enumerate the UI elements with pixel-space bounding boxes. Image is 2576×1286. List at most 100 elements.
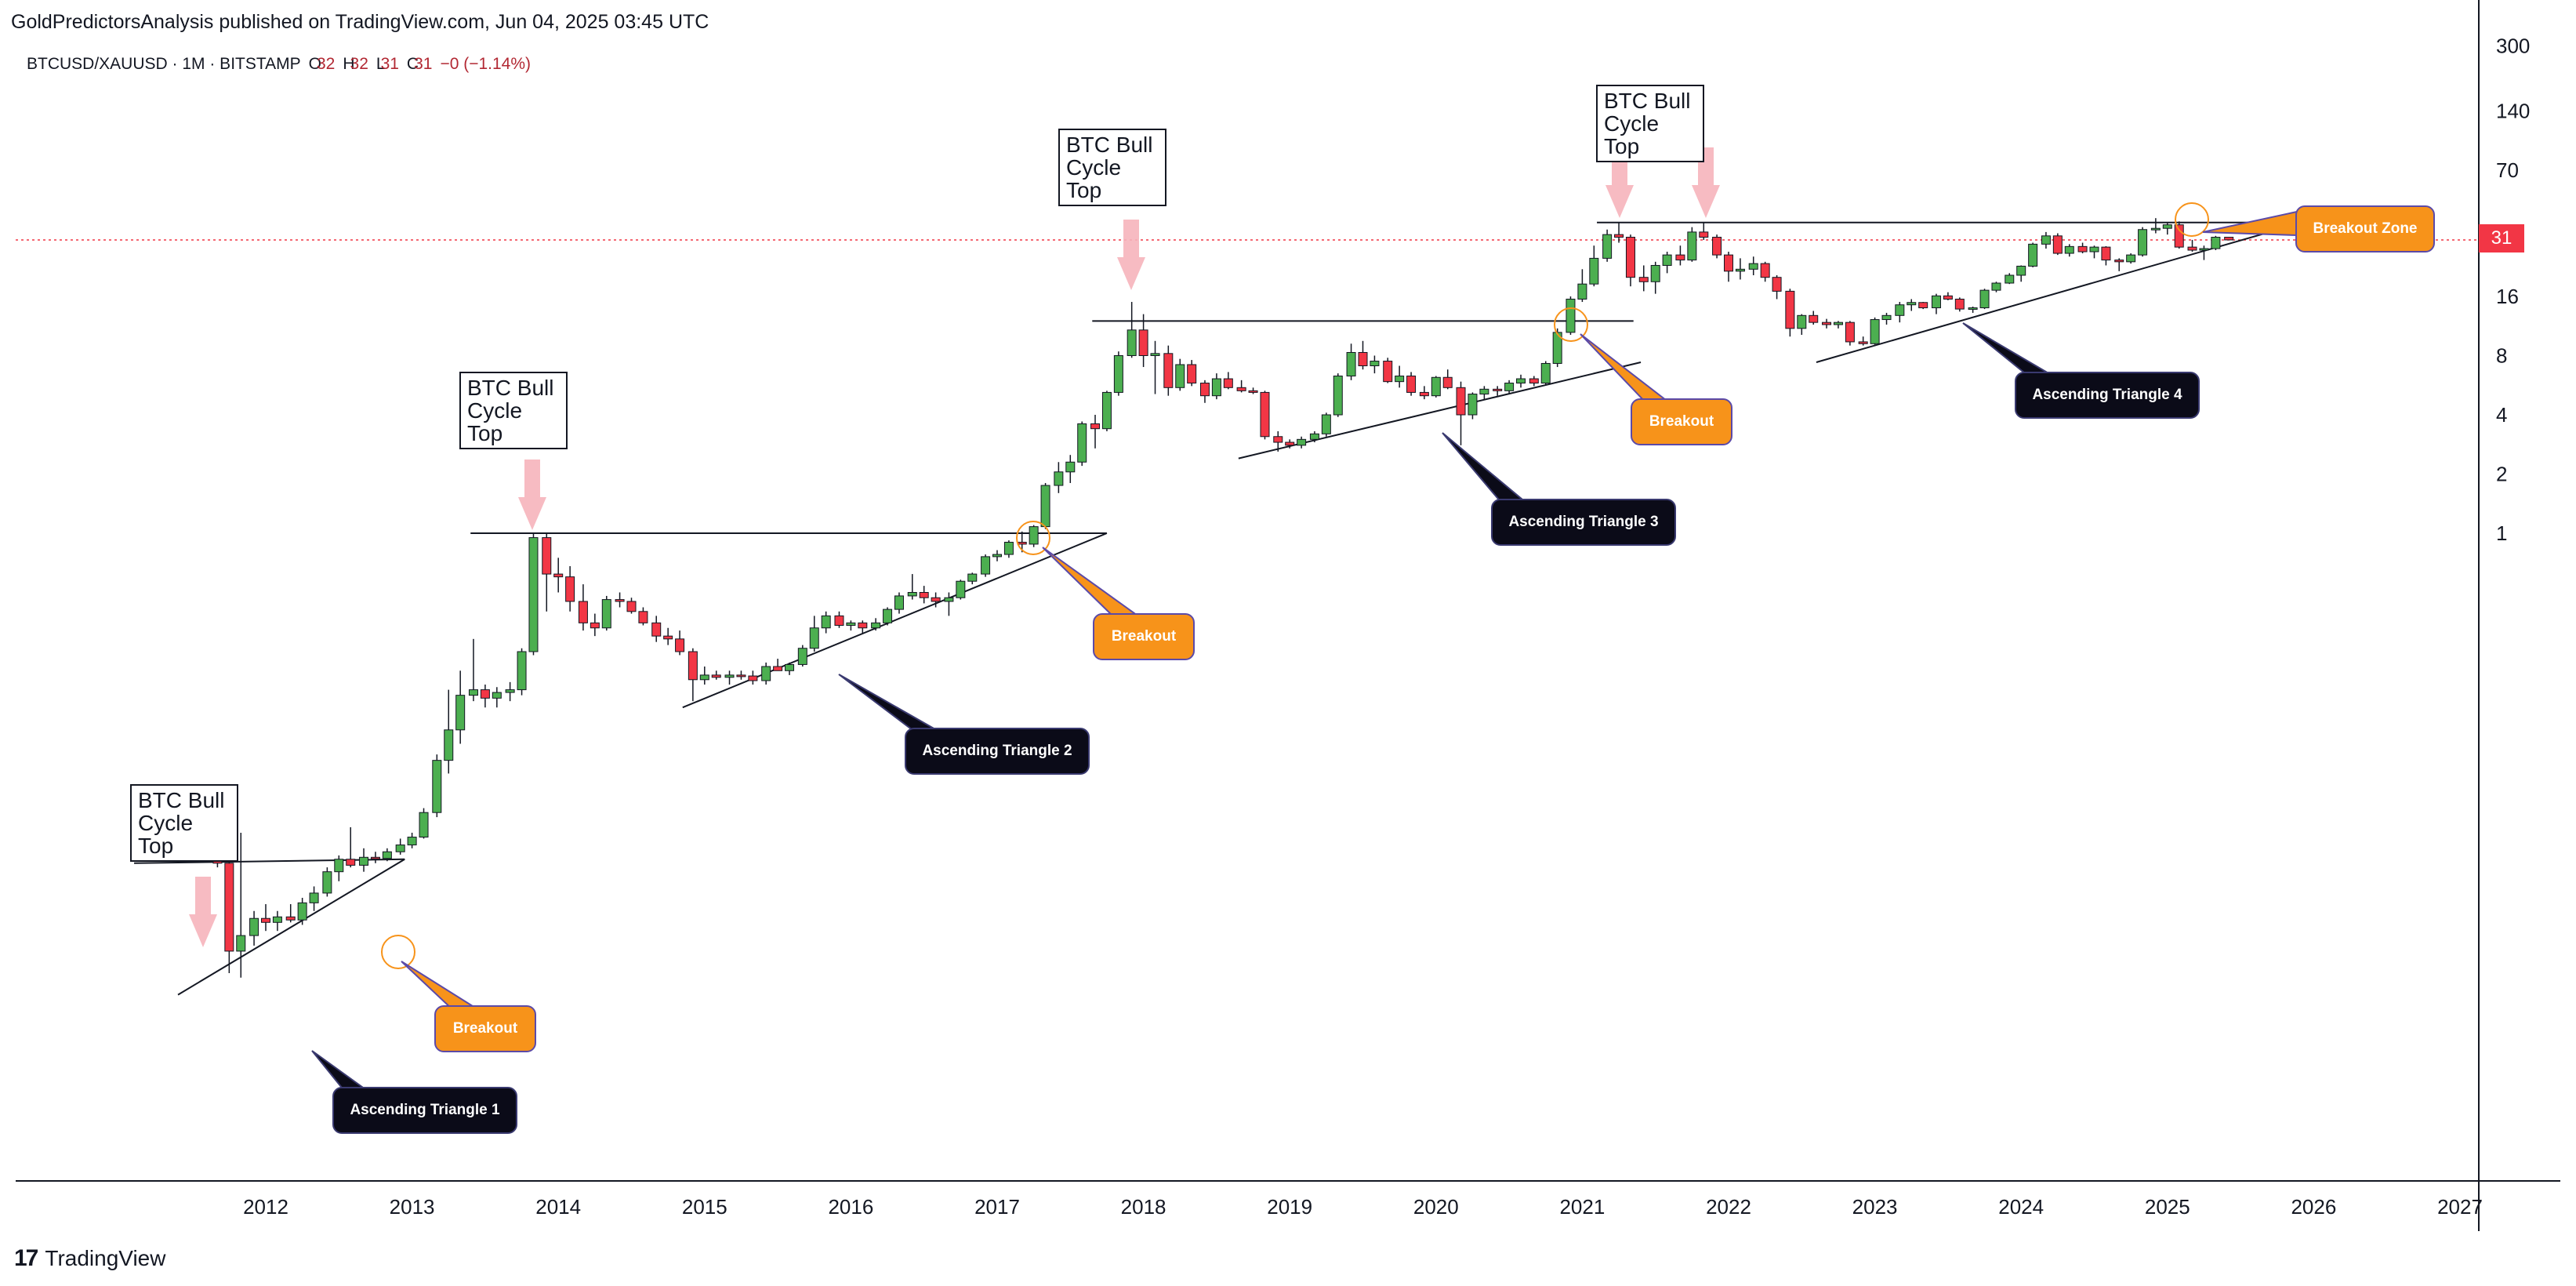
- candle-body: [1943, 295, 1953, 300]
- candle-up: [992, 550, 1002, 561]
- candle-up: [1468, 392, 1478, 420]
- candle-down: [2052, 233, 2063, 256]
- open-value: 32: [316, 55, 336, 73]
- candle-body: [1907, 302, 1917, 306]
- candle-body: [761, 666, 771, 681]
- candle-down: [1845, 321, 1855, 346]
- candle-body: [1858, 341, 1868, 344]
- candle-up: [1504, 380, 1515, 394]
- candle-down: [1285, 439, 1295, 449]
- candle-up: [1566, 296, 1576, 336]
- candle-body: [1090, 423, 1101, 430]
- candle-body: [1833, 322, 1843, 325]
- candle-up: [505, 681, 515, 702]
- candle-body: [224, 863, 234, 952]
- triangle-label-3: Ascending Triangle 3: [1491, 499, 1676, 546]
- symbol-info[interactable]: BTCUSD/XAUUSD · 1M · BITSTAMP: [27, 55, 301, 73]
- candle-up: [322, 867, 332, 897]
- candle-down: [1406, 372, 1417, 396]
- candle-up: [432, 754, 442, 818]
- candle-up: [2005, 273, 2015, 285]
- candle-up: [1577, 269, 1587, 303]
- candle-up: [1309, 430, 1319, 443]
- candle-up: [883, 607, 893, 626]
- candle-body: [370, 856, 380, 859]
- axes: 2012 2013 2014 2015 2016 2017 2018 2019 2020 2021…: [16, 0, 2560, 1231]
- candle-body: [785, 663, 795, 671]
- candle-up: [444, 689, 454, 774]
- candle-up: [1748, 256, 1758, 276]
- candle-body: [2028, 243, 2038, 267]
- candle-down: [1822, 318, 1832, 329]
- candle-down: [626, 598, 637, 614]
- candle-down: [2101, 245, 2111, 266]
- candle-body: [2077, 245, 2088, 252]
- candle-up: [601, 595, 611, 631]
- candle-body: [626, 601, 637, 612]
- candle-body: [1346, 351, 1356, 377]
- cycle-top-label-2: BTC Bull Cycle Top: [459, 372, 568, 449]
- candle-body: [480, 689, 490, 699]
- candle-down: [224, 855, 234, 973]
- candle-up: [956, 579, 966, 600]
- annotation-overlays: [189, 147, 2298, 1092]
- candle-body: [1358, 351, 1368, 366]
- candle-up: [797, 645, 807, 667]
- tradingview-logo[interactable]: 17 TradingView: [14, 1245, 165, 1272]
- candle-down: [1712, 234, 1722, 259]
- high-label: H: [343, 55, 355, 73]
- candle-down: [1090, 415, 1101, 449]
- candle-up: [1650, 261, 1660, 294]
- candle-body: [1712, 237, 1722, 256]
- candle-body: [455, 695, 466, 731]
- candle-up: [395, 838, 405, 855]
- candle-body: [1529, 378, 1539, 384]
- candle-body: [419, 812, 429, 838]
- candle-body: [1735, 268, 1745, 272]
- candle-up: [236, 832, 246, 978]
- candle-body: [736, 674, 746, 678]
- candle-down: [2187, 239, 2197, 252]
- candle-down: [1785, 289, 1795, 337]
- candle-down: [1724, 252, 1733, 282]
- breakout-circle-icon: [2175, 202, 2209, 237]
- candle-down: [773, 659, 783, 671]
- x-tick-label: 2018: [1121, 1195, 1166, 1219]
- candle-body: [359, 856, 369, 866]
- candle-body: [432, 760, 442, 813]
- candle-body: [261, 917, 270, 923]
- candle-body: [2005, 274, 2015, 284]
- close-value: 31: [414, 55, 433, 73]
- x-tick-label: 2022: [1706, 1195, 1751, 1219]
- candle-up: [1431, 376, 1441, 398]
- candle-down: [688, 648, 698, 702]
- candle-down: [1456, 381, 1466, 445]
- candle-body: [444, 729, 454, 761]
- candle-body: [1577, 283, 1587, 300]
- support-line: [177, 858, 405, 996]
- y-tick-label: 300: [2496, 35, 2530, 58]
- candle-body: [1029, 526, 1039, 545]
- candle-up: [809, 616, 819, 652]
- candle-up: [1833, 321, 1843, 329]
- candle-down: [1625, 234, 1635, 287]
- candle-down: [1675, 245, 1685, 266]
- candle-body: [601, 599, 611, 629]
- triangle-label-4: Ascending Triangle 4: [2015, 372, 2200, 419]
- candle-body: [1589, 257, 1599, 285]
- candle-body: [1675, 254, 1685, 261]
- candle-up: [1054, 462, 1064, 493]
- candle-up: [2199, 245, 2209, 260]
- candle-down: [285, 904, 296, 923]
- candle-body: [1504, 383, 1515, 391]
- breakout-label-2: Breakout: [1093, 613, 1195, 660]
- change-value: −0 (−1.14%): [440, 55, 532, 73]
- candle-down: [2114, 258, 2124, 271]
- candle-down: [1419, 386, 1429, 400]
- candle-body: [1113, 355, 1123, 393]
- y-tick-label: 140: [2496, 100, 2530, 123]
- candle-down: [2224, 237, 2234, 241]
- candle-up: [2138, 227, 2148, 257]
- candle-body: [1406, 376, 1417, 393]
